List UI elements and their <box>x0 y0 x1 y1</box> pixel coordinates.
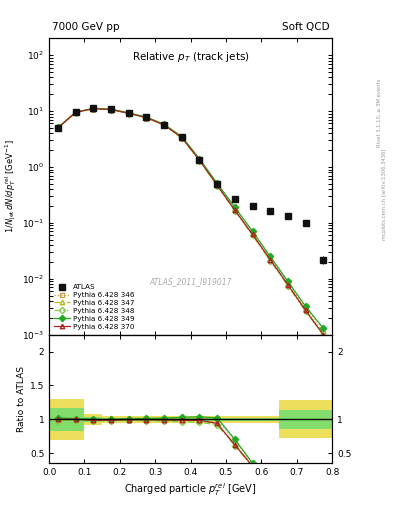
X-axis label: Charged particle $p_T^{rel}$ [GeV]: Charged particle $p_T^{rel}$ [GeV] <box>125 481 257 498</box>
Pythia 6.428 349 <box>108 106 114 112</box>
Pythia 6.428 370 <box>268 257 273 263</box>
Pythia 6.428 346 <box>303 305 308 311</box>
Pythia 6.428 346 <box>268 254 273 261</box>
Pythia 6.428 347 <box>250 231 255 238</box>
Pythia 6.428 346 <box>197 156 202 162</box>
Pythia 6.428 370 <box>303 307 308 313</box>
Pythia 6.428 346 <box>73 109 78 115</box>
Pythia 6.428 346 <box>144 114 149 120</box>
Pythia 6.428 347 <box>144 115 149 121</box>
Pythia 6.428 370 <box>162 122 167 128</box>
Pythia 6.428 348 <box>250 232 255 238</box>
Pythia 6.428 346 <box>56 124 61 131</box>
Text: Rivet 3.1.10, ≥ 3M events: Rivet 3.1.10, ≥ 3M events <box>377 78 382 147</box>
Pythia 6.428 370 <box>285 282 290 288</box>
Pythia 6.428 346 <box>91 105 96 112</box>
Pythia 6.428 348 <box>285 283 290 289</box>
Pythia 6.428 348 <box>144 115 149 121</box>
Pythia 6.428 348 <box>197 158 202 164</box>
Pythia 6.428 349 <box>162 121 167 127</box>
Pythia 6.428 349 <box>285 278 290 284</box>
Line: Pythia 6.428 346: Pythia 6.428 346 <box>56 106 325 334</box>
Pythia 6.428 347 <box>197 157 202 163</box>
Pythia 6.428 347 <box>285 282 290 288</box>
Pythia 6.428 348 <box>108 106 114 113</box>
Pythia 6.428 346 <box>285 280 290 286</box>
Pythia 6.428 346 <box>179 134 184 140</box>
Pythia 6.428 348 <box>215 183 219 189</box>
Pythia 6.428 347 <box>91 105 96 112</box>
Pythia 6.428 348 <box>126 111 131 117</box>
Pythia 6.428 348 <box>162 122 167 129</box>
Pythia 6.428 347 <box>126 110 131 116</box>
Pythia 6.428 370 <box>126 110 131 116</box>
Line: Pythia 6.428 349: Pythia 6.428 349 <box>56 106 325 330</box>
Pythia 6.428 349 <box>321 325 326 331</box>
Pythia 6.428 370 <box>179 135 184 141</box>
Pythia 6.428 348 <box>233 207 237 214</box>
Line: Pythia 6.428 370: Pythia 6.428 370 <box>56 106 325 337</box>
Pythia 6.428 347 <box>215 182 219 188</box>
Y-axis label: $1/N_\mathrm{jet}\,dN/dp_T^\mathrm{rel}$ [GeV$^{-1}$]: $1/N_\mathrm{jet}\,dN/dp_T^\mathrm{rel}$… <box>3 140 18 233</box>
Text: Soft QCD: Soft QCD <box>282 23 329 32</box>
Pythia 6.428 349 <box>250 228 255 234</box>
Pythia 6.428 349 <box>91 105 96 112</box>
Pythia 6.428 348 <box>303 308 308 314</box>
Pythia 6.428 370 <box>197 157 202 163</box>
Pythia 6.428 370 <box>144 115 149 121</box>
Pythia 6.428 348 <box>91 106 96 112</box>
Pythia 6.428 348 <box>179 135 184 141</box>
Line: Pythia 6.428 347: Pythia 6.428 347 <box>56 106 325 337</box>
Pythia 6.428 370 <box>56 125 61 131</box>
Pythia 6.428 347 <box>73 110 78 116</box>
Pythia 6.428 346 <box>233 205 237 211</box>
Text: mcplots.cern.ch [arXiv:1306.3436]: mcplots.cern.ch [arXiv:1306.3436] <box>382 149 387 240</box>
Pythia 6.428 370 <box>91 105 96 112</box>
Y-axis label: Ratio to ATLAS: Ratio to ATLAS <box>17 366 26 432</box>
Pythia 6.428 347 <box>179 135 184 141</box>
Text: ATLAS_2011_I919017: ATLAS_2011_I919017 <box>149 277 232 286</box>
Legend: ATLAS, Pythia 6.428 346, Pythia 6.428 347, Pythia 6.428 348, Pythia 6.428 349, P: ATLAS, Pythia 6.428 346, Pythia 6.428 34… <box>53 283 136 331</box>
Pythia 6.428 347 <box>108 106 114 113</box>
Pythia 6.428 349 <box>179 134 184 140</box>
Pythia 6.428 349 <box>268 253 273 260</box>
Pythia 6.428 349 <box>197 156 202 162</box>
Pythia 6.428 346 <box>250 229 255 236</box>
Pythia 6.428 347 <box>233 207 237 213</box>
Pythia 6.428 346 <box>321 329 326 335</box>
Text: Relative $p_T$ (track jets): Relative $p_T$ (track jets) <box>132 50 250 64</box>
Text: 7000 GeV pp: 7000 GeV pp <box>52 23 119 32</box>
Pythia 6.428 346 <box>215 181 219 187</box>
Pythia 6.428 348 <box>73 110 78 116</box>
Pythia 6.428 346 <box>162 121 167 127</box>
Pythia 6.428 370 <box>108 106 114 113</box>
Line: Pythia 6.428 348: Pythia 6.428 348 <box>56 106 325 337</box>
Pythia 6.428 349 <box>73 109 78 115</box>
Pythia 6.428 348 <box>268 258 273 264</box>
Pythia 6.428 347 <box>321 331 326 337</box>
Pythia 6.428 346 <box>126 110 131 116</box>
Pythia 6.428 349 <box>126 110 131 116</box>
Pythia 6.428 349 <box>233 204 237 210</box>
Pythia 6.428 370 <box>73 109 78 115</box>
Pythia 6.428 347 <box>303 307 308 313</box>
Pythia 6.428 347 <box>56 125 61 131</box>
Pythia 6.428 347 <box>162 122 167 128</box>
Pythia 6.428 349 <box>303 303 308 309</box>
Pythia 6.428 349 <box>56 124 61 131</box>
Pythia 6.428 370 <box>321 331 326 337</box>
Pythia 6.428 347 <box>268 257 273 263</box>
Pythia 6.428 349 <box>144 114 149 120</box>
Pythia 6.428 348 <box>321 331 326 337</box>
Pythia 6.428 370 <box>250 231 255 238</box>
Pythia 6.428 370 <box>233 207 237 214</box>
Pythia 6.428 349 <box>215 180 219 186</box>
Pythia 6.428 370 <box>215 182 219 188</box>
Pythia 6.428 348 <box>56 125 61 132</box>
Pythia 6.428 346 <box>108 106 114 113</box>
